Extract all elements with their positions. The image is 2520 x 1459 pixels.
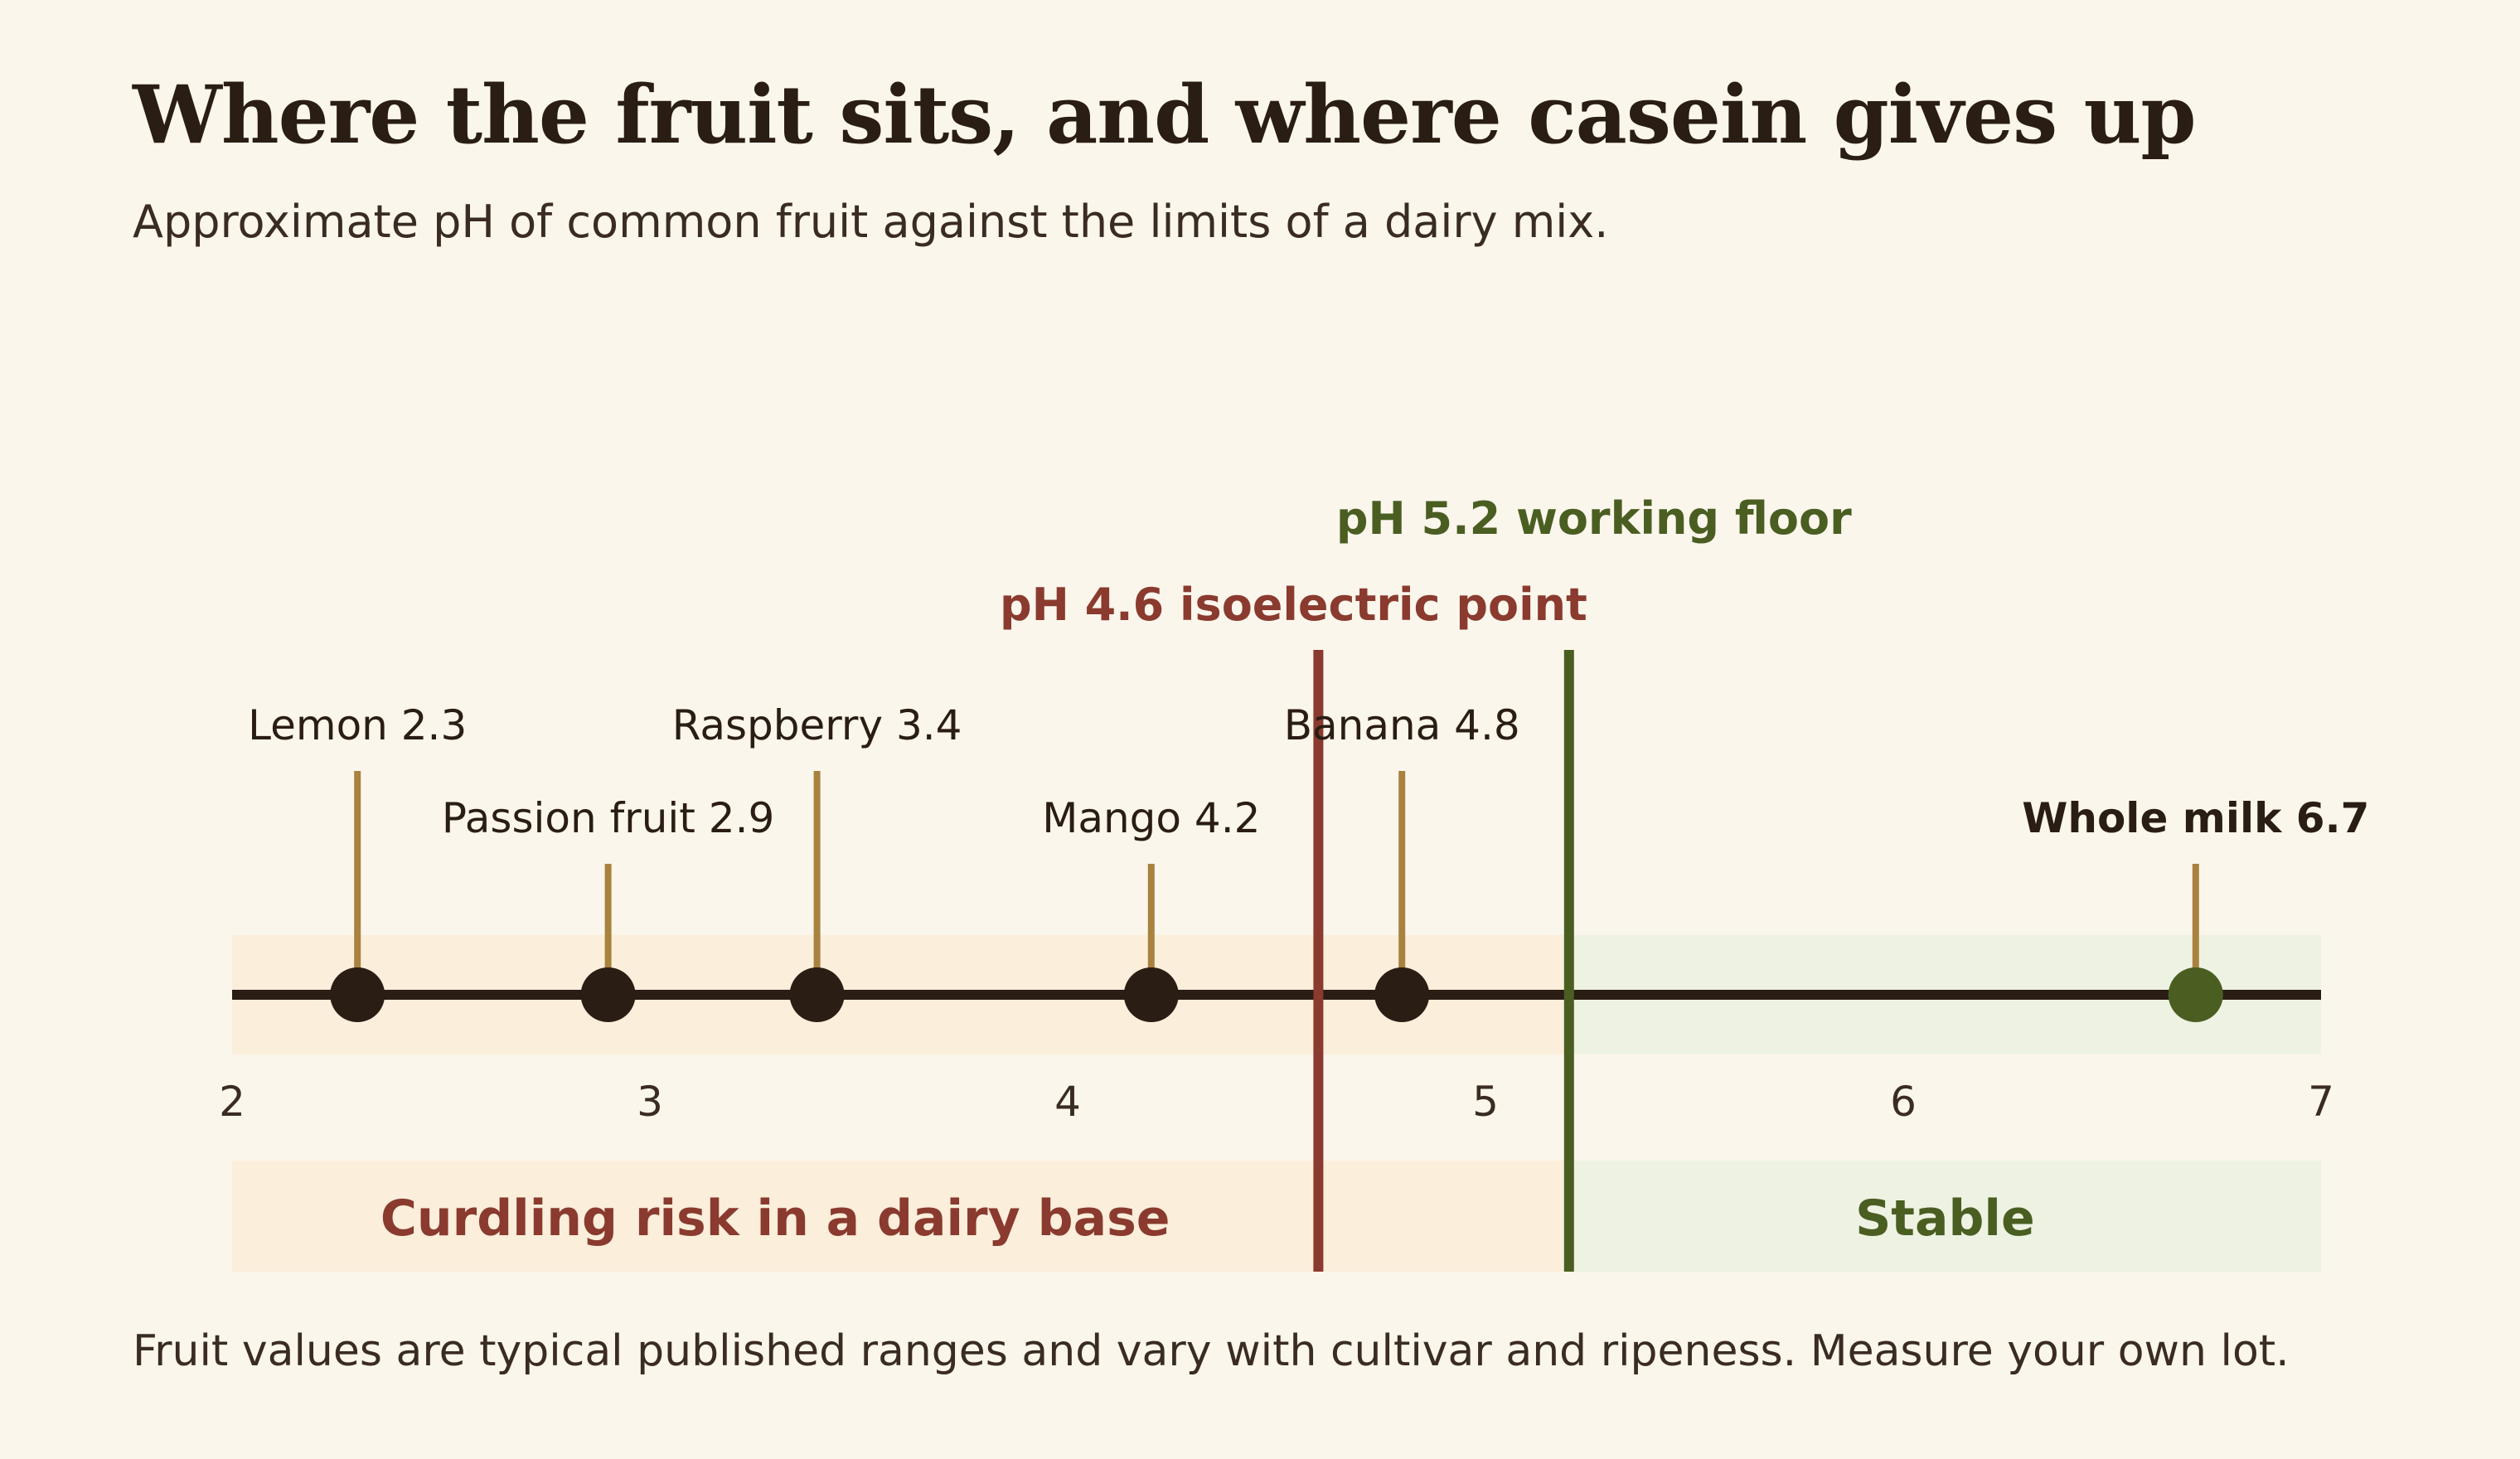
data-point: [789, 967, 845, 1022]
threshold-lines: pH 4.6 isoelectric point pH 5.2 working f…: [1000, 492, 1852, 1272]
data-point: [2168, 967, 2223, 1022]
point-label: Passion fruit 2.9: [442, 794, 774, 842]
zone-strip-0: [232, 1161, 1569, 1272]
chart-subtitle: Approximate pH of common fruit against t…: [133, 196, 1609, 248]
chart-footnote: Fruit values are typical published range…: [133, 1326, 2290, 1376]
point-label: Whole milk 6.7: [2022, 794, 2369, 842]
tick-label: 4: [1054, 1078, 1081, 1126]
zone-label: Stable: [1855, 1190, 2035, 1248]
threshold-label: pH 5.2 working floor: [1336, 492, 1852, 545]
data-point: [1374, 967, 1430, 1022]
chart-title: Where the fruit sits, and where casein g…: [133, 68, 2197, 162]
data-point: [1123, 967, 1179, 1022]
zone-label: Curdling risk in a dairy base: [380, 1190, 1170, 1248]
zone-labels: Curdling risk in a dairy base Stable: [380, 1190, 2035, 1248]
ph-markers: Lemon 2.3 Passion fruit 2.9 Raspberry 3.4 M…: [248, 701, 2369, 1022]
data-point: [330, 967, 385, 1022]
tick-label: 5: [1472, 1078, 1499, 1126]
tick-labels: 2 3 4 5 6 7: [219, 1078, 2334, 1126]
data-point: [580, 967, 636, 1022]
tick-label: 3: [637, 1078, 663, 1126]
point-label: Lemon 2.3: [248, 701, 467, 749]
threshold-label: pH 4.6 isoelectric point: [1000, 579, 1587, 631]
point-label: Raspberry 3.4: [672, 701, 962, 749]
tick-label: 6: [1890, 1078, 1917, 1126]
tick-label: 7: [2308, 1078, 2334, 1126]
point-label: Banana 4.8: [1284, 701, 1520, 749]
tick-label: 2: [219, 1078, 245, 1126]
zone-strip-1: [1568, 1161, 2321, 1272]
point-label: Mango 4.2: [1042, 794, 1260, 842]
